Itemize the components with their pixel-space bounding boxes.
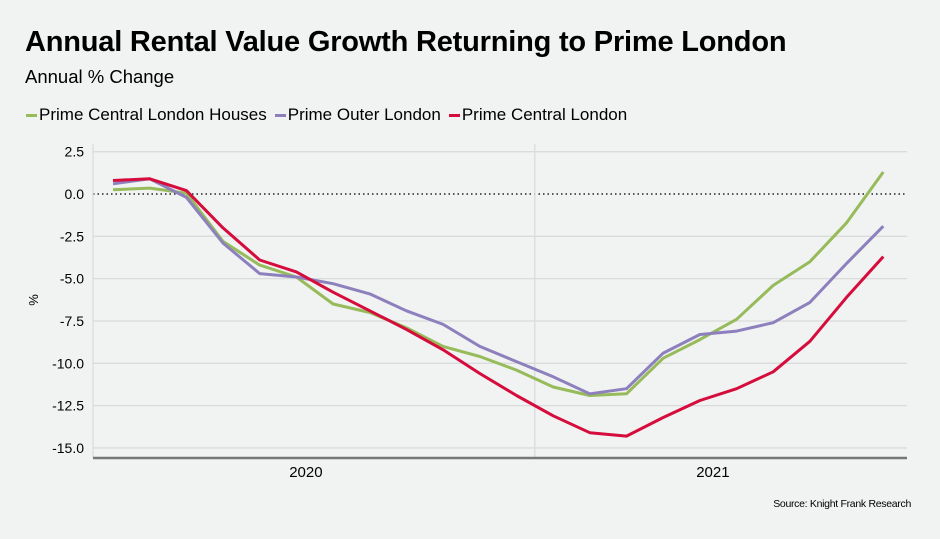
x-group-label: 2021 [696, 464, 729, 481]
y-tick-label: 0.0 [65, 186, 85, 202]
y-tick-label: 2.5 [65, 144, 85, 160]
legend-item-pcl[interactable]: Prime Central London [448, 105, 628, 125]
legend-item-pol[interactable]: Prime Outer London [274, 105, 441, 125]
legend-label: Prime Central London [461, 105, 628, 124]
series-line-2 [112, 177, 885, 438]
axis-layer [92, 144, 907, 460]
y-tick-label: -12.5 [52, 398, 84, 414]
legend-label: Prime Central London Houses [39, 105, 267, 124]
y-tick-label: -5.0 [60, 271, 84, 287]
legend-swatch-purple [274, 113, 286, 117]
series-line-1 [112, 177, 885, 396]
series-layer [112, 171, 885, 438]
x-group-label: 2020 [289, 464, 322, 481]
legend-swatch-green [26, 113, 37, 117]
y-tick-label: -15.0 [52, 440, 84, 456]
y-tick-label: -10.0 [52, 355, 84, 371]
legend: Prime Central London Houses Prime Outer … [26, 105, 635, 125]
legend-swatch-red [448, 113, 460, 117]
y-tick-label: -7.5 [60, 313, 84, 329]
series-line-0 [112, 171, 885, 397]
chart-subtitle: Annual % Change [25, 66, 175, 87]
grid-layer [93, 144, 907, 458]
y-axis-title: % [26, 294, 41, 306]
legend-item-pcl-houses[interactable]: Prime Central London Houses [26, 105, 267, 125]
chart-title: Annual Rental Value Growth Returning to … [25, 26, 787, 58]
source-note: Source: Knight Frank Research [773, 498, 911, 510]
y-tick-label: -2.5 [60, 228, 84, 244]
label-layer: 2.5 0.0 -2.5 -5.0 -7.5 -10.0 -12.5 -15.0 2020 202… [26, 144, 730, 481]
legend-label: Prime Outer London [287, 105, 441, 124]
